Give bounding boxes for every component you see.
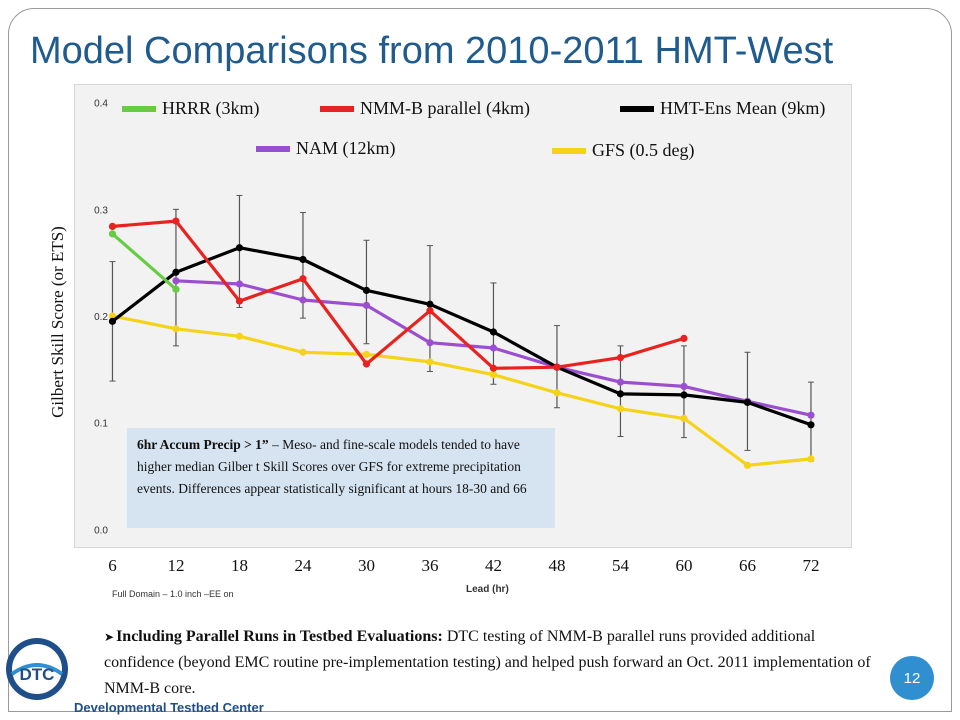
bullet-heading: Including Parallel Runs in Testbed Evalu… bbox=[116, 628, 443, 645]
x-tick-label: 48 bbox=[548, 556, 566, 575]
data-point-hrrr bbox=[172, 285, 180, 293]
data-point-nmmb bbox=[426, 307, 434, 315]
data-point-gfs bbox=[743, 461, 752, 469]
data-point-nam bbox=[299, 296, 307, 304]
legend-label-hrrr: HRRR (3km) bbox=[162, 98, 260, 118]
page-number: 12 bbox=[890, 656, 934, 700]
data-point-hmt-ens bbox=[680, 391, 688, 399]
legend-label-nam: NAM (12km) bbox=[296, 138, 396, 158]
data-point-nam bbox=[807, 411, 815, 419]
data-point-hmt-ens bbox=[426, 300, 434, 308]
bullet-point: ➤ Including Parallel Runs in Testbed Eval… bbox=[104, 624, 884, 702]
data-point-nam bbox=[235, 280, 244, 288]
data-point-nmmb bbox=[616, 354, 625, 362]
data-point-nmmb bbox=[362, 360, 371, 368]
annotation-box: 6hr Accum Precip > 1” – Meso- and fine-s… bbox=[127, 428, 555, 528]
legend-item-nam: NAM (12km) bbox=[256, 138, 396, 159]
data-point-nmmb bbox=[235, 297, 244, 305]
x-tick-label: 72 bbox=[802, 556, 820, 575]
data-point-nam bbox=[489, 344, 498, 352]
x-tick-label: 60 bbox=[675, 556, 693, 575]
data-point-hmt-ens bbox=[299, 255, 307, 264]
data-point-nmmb bbox=[553, 363, 561, 371]
data-point-gfs bbox=[426, 358, 434, 366]
x-axis-label: Lead (hr) bbox=[466, 584, 509, 595]
arrow-bullet-icon: ➤ bbox=[104, 630, 115, 644]
data-point-nam bbox=[172, 277, 180, 285]
x-tick-label: 30 bbox=[357, 556, 375, 575]
legend-swatch-gfs bbox=[552, 147, 586, 154]
data-point-hrrr bbox=[108, 230, 117, 238]
slide-frame bbox=[8, 8, 952, 712]
x-tick-label: 36 bbox=[421, 556, 439, 575]
data-point-nmmb bbox=[108, 222, 117, 230]
legend-item-hrrr: HRRR (3km) bbox=[122, 98, 260, 119]
logo-caption: Developmental Testbed Center bbox=[74, 700, 264, 715]
data-point-nmmb bbox=[680, 334, 688, 342]
y-tick-label: 0.0 bbox=[94, 525, 108, 536]
series-line-hmt-ens bbox=[111, 246, 812, 427]
logo-text: DTC bbox=[20, 665, 55, 684]
x-tick-label: 18 bbox=[230, 556, 248, 575]
data-point-hmt-ens bbox=[489, 328, 498, 336]
data-point-gfs bbox=[489, 371, 498, 379]
legend-item-nmmb: NMM-B parallel (4km) bbox=[320, 98, 530, 119]
data-point-hmt-ens bbox=[807, 421, 815, 429]
legend-label-hmt-ens: HMT-Ens Mean (9km) bbox=[660, 98, 826, 118]
data-point-hmt-ens bbox=[172, 268, 180, 276]
data-point-nam bbox=[680, 382, 688, 390]
legend-label-nmmb: NMM-B parallel (4km) bbox=[360, 98, 530, 118]
dtc-logo-icon: DTC bbox=[6, 638, 68, 700]
y-tick-label: 0.2 bbox=[94, 312, 108, 323]
data-point-nam bbox=[426, 339, 434, 347]
data-point-hmt-ens bbox=[108, 317, 117, 325]
data-point-gfs bbox=[362, 350, 371, 358]
data-point-hmt-ens bbox=[362, 286, 371, 294]
x-tick-label: 24 bbox=[294, 556, 312, 575]
bullet-body: DTC testing of NMM-B parallel runs provi… bbox=[104, 628, 871, 697]
legend-item-gfs: GFS (0.5 deg) bbox=[552, 140, 695, 161]
annotation-text: – Meso- and fine-scale models tended to … bbox=[137, 437, 527, 496]
data-point-nmmb bbox=[489, 364, 498, 372]
x-tick-label: 42 bbox=[484, 556, 502, 575]
data-point-nam bbox=[616, 378, 625, 386]
data-point-hmt-ens bbox=[743, 398, 752, 406]
data-point-hmt-ens bbox=[616, 390, 625, 398]
series-line-gfs bbox=[112, 314, 812, 467]
legend-swatch-nmmb bbox=[320, 105, 354, 112]
data-point-hmt-ens bbox=[235, 244, 244, 252]
legend-swatch-nam bbox=[256, 145, 290, 152]
x-tick-label: 54 bbox=[611, 556, 629, 575]
x-tick-label: 66 bbox=[738, 556, 756, 575]
slide-title: Model Comparisons from 2010-2011 HMT-Wes… bbox=[30, 30, 834, 72]
legend-swatch-hrrr bbox=[122, 105, 156, 112]
series-line-hrrr bbox=[111, 232, 178, 291]
data-point-gfs bbox=[235, 332, 244, 340]
data-point-gfs bbox=[108, 312, 117, 320]
data-point-gfs bbox=[172, 325, 180, 333]
data-point-gfs bbox=[807, 455, 815, 463]
series-line-nmmb bbox=[112, 219, 685, 370]
data-point-gfs bbox=[299, 348, 307, 356]
y-axis-label: Gilbert Skill Score (or ETS) bbox=[48, 226, 67, 418]
data-point-gfs bbox=[553, 389, 561, 397]
y-tick-label: 0.3 bbox=[94, 205, 108, 216]
data-point-nam bbox=[362, 301, 371, 309]
legend-label-gfs: GFS (0.5 deg) bbox=[592, 140, 695, 160]
legend-item-hmt-ens: HMT-Ens Mean (9km) bbox=[620, 98, 825, 119]
x-tick-label: 6 bbox=[108, 556, 117, 575]
x-tick-label: 12 bbox=[167, 556, 185, 575]
legend-swatch-hmt-ens bbox=[620, 105, 654, 112]
chart-subtitle: Full Domain – 1.0 inch –EE on bbox=[112, 589, 234, 599]
data-point-gfs bbox=[616, 405, 625, 413]
annotation-bold: 6hr Accum Precip > 1” bbox=[137, 437, 269, 452]
data-point-nmmb bbox=[172, 217, 180, 225]
data-point-nmmb bbox=[299, 275, 307, 283]
data-point-gfs bbox=[680, 414, 688, 422]
y-tick-label: 0.1 bbox=[94, 419, 108, 430]
y-tick-label: 0.4 bbox=[94, 99, 108, 110]
